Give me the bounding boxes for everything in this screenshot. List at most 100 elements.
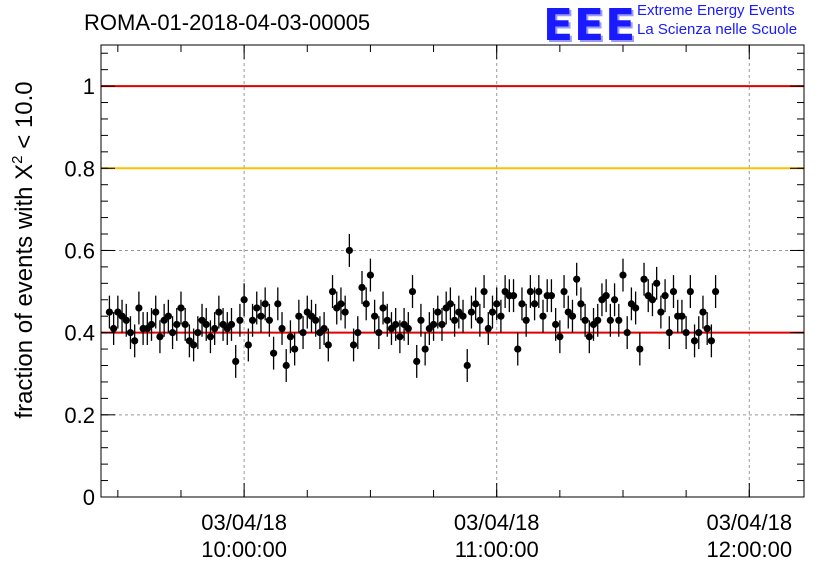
data-point [147,320,156,329]
data-point [110,324,118,333]
data-point [211,324,219,333]
y-tick-label: 1 [83,74,95,99]
plot-frame [100,44,805,498]
data-point [194,329,202,337]
data-point [227,320,236,329]
data-point [547,292,556,300]
data-point [476,316,484,324]
data-point [514,345,522,353]
data-point [324,341,332,349]
data-point [703,324,711,333]
y-axis: 0 0.2 0.4 0.6 0.8 1 [64,52,804,510]
data-point [236,316,244,324]
y-axis-label: fraction of events with X2 < 10.0 [9,81,38,418]
data-point [556,333,564,341]
x-tick-date-label: 03/04/18 [201,510,287,535]
data-point [354,329,362,337]
grid [101,45,804,498]
data-point [518,300,526,308]
data-point [467,308,476,316]
data-point [320,324,328,333]
data-point [312,316,320,324]
data-point [657,308,665,316]
data-point [488,308,497,316]
data-point [375,329,383,337]
data-point [610,296,619,304]
reference-lines [101,85,804,334]
data-point [480,287,488,296]
data-point [202,320,210,329]
data-point [240,296,248,304]
data-point [349,341,358,349]
x-axis: 03/04/1810:00:0003/04/1811:00:0003/04/18… [117,45,792,562]
data-point [707,337,715,345]
data-point [248,316,257,324]
data-point [337,300,345,308]
data-point [463,361,471,370]
data-point [640,275,648,283]
data-point [299,329,307,337]
logo-line-1: Extreme Energy Events [637,2,795,19]
data-point [699,308,707,316]
data-point [413,357,421,365]
data-point [509,292,518,300]
data-point [446,300,454,308]
data-point [690,337,699,345]
data-point [131,337,139,345]
data-point [135,304,143,312]
data-point [371,312,379,320]
data-point [421,345,429,353]
data-point [173,320,181,329]
x-tick-date-label: 03/04/18 [454,510,540,535]
data-point [177,304,185,312]
data-point [573,275,581,283]
data-point [379,304,387,312]
data-point [257,312,265,320]
data-point [661,292,669,300]
data-point [417,316,425,324]
data-point [695,329,703,337]
data-point [126,329,135,337]
data-point [451,316,459,324]
data-point [392,320,400,329]
logo-line-2: La Scienza nelle Scuole [637,21,798,38]
y-tick-label: 0.8 [64,156,95,181]
data-point [105,308,114,316]
x-tick-time-label: 10:00:00 [201,537,287,562]
data-point [438,320,446,329]
data-point [358,283,366,292]
data-point [265,316,273,324]
data-point [232,357,240,365]
data-point [362,300,370,308]
data-point [539,312,547,320]
data-point [122,316,130,324]
data-point [291,345,299,353]
data-point [602,292,610,300]
data-point [686,287,694,296]
data-point [408,287,417,296]
x-tick-date-label: 03/04/18 [706,510,792,535]
data-point [295,312,303,320]
data-point [711,287,720,296]
data-point [261,300,269,308]
data-point [396,333,404,341]
data-point [181,320,189,329]
x-tick-time-label: 12:00:00 [706,537,792,562]
data-point [632,304,640,312]
data-point [568,312,577,320]
data-point [269,349,278,357]
y-tick-label: 0.4 [64,321,95,346]
data-point [345,246,353,255]
y-tick-label: 0 [83,485,95,510]
data-point [366,271,375,279]
data-point [404,324,412,333]
data-point [429,320,438,329]
data-point [215,308,223,316]
data-point [682,329,690,337]
y-tick-label: 0.6 [64,238,95,263]
data-points [105,234,720,382]
data-point [328,287,337,296]
data-point [594,316,602,324]
data-point [606,316,614,324]
